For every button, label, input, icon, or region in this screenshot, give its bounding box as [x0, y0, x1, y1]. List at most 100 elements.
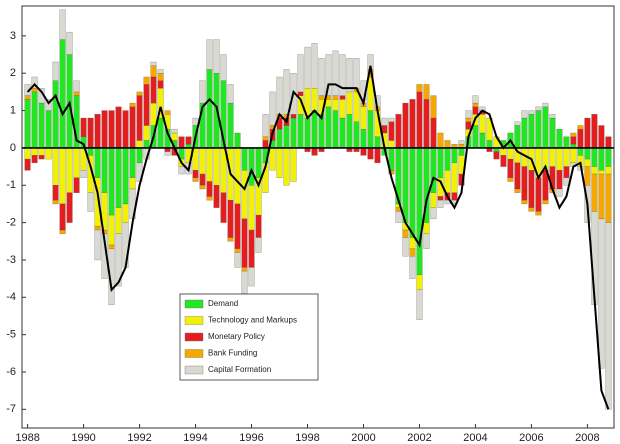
- y-tick-label: -3: [6, 254, 16, 266]
- bar-segment: [45, 99, 52, 111]
- bar-segment: [395, 114, 402, 149]
- bar-segment: [94, 147, 101, 178]
- bar-segment: [255, 214, 262, 238]
- bar-segment: [206, 69, 213, 149]
- bar-segment: [339, 117, 346, 149]
- bar-segment: [52, 147, 59, 186]
- bar-segment: [472, 125, 479, 149]
- bar-segment: [521, 117, 528, 149]
- bar-segment: [73, 177, 80, 193]
- bar-segment: [227, 84, 234, 104]
- bar-segment: [591, 173, 598, 212]
- bar-segment: [150, 65, 157, 78]
- bar-segment: [514, 188, 521, 193]
- bar-segment: [521, 199, 528, 205]
- bar-segment: [171, 132, 178, 141]
- bar-segment: [430, 192, 437, 208]
- bar-segment: [360, 147, 367, 156]
- bar-segment: [577, 125, 584, 130]
- bar-segment: [234, 203, 241, 249]
- bar-segment: [122, 203, 129, 223]
- bar-segment: [437, 147, 444, 178]
- x-tick-label: 1990: [71, 432, 95, 444]
- bar-segment: [423, 84, 430, 100]
- bar-segment: [241, 267, 248, 272]
- bar-segment: [227, 102, 234, 149]
- bar-segment: [437, 199, 444, 208]
- bar-segment: [304, 46, 311, 89]
- bar-segment: [80, 170, 87, 178]
- x-tick-label: 2008: [575, 432, 599, 444]
- bar-segment: [136, 91, 143, 96]
- bar-segment: [108, 147, 115, 216]
- bar-segment: [136, 140, 143, 149]
- bar-segment: [199, 147, 206, 175]
- bar-segment: [381, 117, 388, 126]
- y-tick-label: -2: [6, 217, 16, 229]
- bar-segment: [353, 121, 360, 149]
- bar-segment: [311, 147, 318, 156]
- bar-segment: [381, 125, 388, 134]
- bar-segment: [521, 110, 528, 119]
- bar-segment: [31, 76, 38, 89]
- bar-segment: [507, 177, 514, 182]
- bar-segment: [94, 226, 101, 231]
- bar-segment: [164, 151, 171, 156]
- bar-segment: [262, 140, 269, 149]
- bar-segment: [458, 147, 465, 156]
- bar-segment: [164, 110, 171, 115]
- bar-segment: [598, 125, 605, 149]
- bar-segment: [570, 136, 577, 145]
- y-tick-label: -1: [6, 179, 16, 191]
- bar-segment: [542, 199, 549, 205]
- bar-segment: [311, 87, 318, 111]
- bar-segment: [542, 102, 549, 108]
- bar-segment: [192, 170, 199, 178]
- bar-segment: [472, 95, 479, 104]
- bar-segment: [591, 114, 598, 149]
- bar-segment: [591, 166, 598, 175]
- bar-segment: [409, 147, 416, 238]
- bar-segment: [479, 132, 486, 149]
- bar-segment: [472, 102, 479, 108]
- bar-segment: [185, 136, 192, 145]
- legend-label: Bank Funding: [208, 349, 257, 358]
- bar-segment: [213, 147, 220, 186]
- bar-segment: [570, 147, 577, 164]
- bar-segment: [66, 147, 73, 193]
- bar-segment: [87, 192, 94, 212]
- bar-segment: [52, 185, 59, 201]
- bar-segment: [199, 185, 206, 190]
- bar-segment: [248, 147, 255, 186]
- bar-segment: [59, 147, 66, 205]
- bar-segment: [605, 166, 612, 175]
- bar-segment: [416, 289, 423, 320]
- bar-segment: [311, 110, 318, 149]
- bar-segment: [108, 244, 115, 249]
- bar-segment: [94, 229, 101, 261]
- x-tick-label: 1988: [15, 432, 39, 444]
- legend-label: Technology and Markups: [208, 316, 297, 325]
- bar-segment: [122, 110, 129, 149]
- bar-segment: [584, 158, 591, 167]
- bar-segment: [115, 147, 122, 208]
- bar-segment: [283, 125, 290, 149]
- y-tick-label: 2: [10, 67, 16, 79]
- bar-segment: [444, 170, 451, 193]
- bar-segment: [388, 117, 395, 122]
- bar-segment: [465, 121, 472, 130]
- bar-segment: [591, 147, 598, 167]
- bar-segment: [80, 117, 87, 137]
- bar-segment: [416, 147, 423, 276]
- bar-segment: [304, 117, 311, 149]
- bar-segment: [129, 147, 136, 178]
- total-line: [26, 65, 610, 410]
- bar-segment: [24, 158, 31, 171]
- bar-segment: [430, 117, 437, 149]
- bar-segment: [59, 229, 66, 235]
- bar-segment: [24, 147, 31, 160]
- bar-segment: [206, 196, 213, 201]
- bar-segment: [528, 170, 535, 208]
- bar-segment: [605, 173, 612, 223]
- bar-segment: [395, 211, 402, 223]
